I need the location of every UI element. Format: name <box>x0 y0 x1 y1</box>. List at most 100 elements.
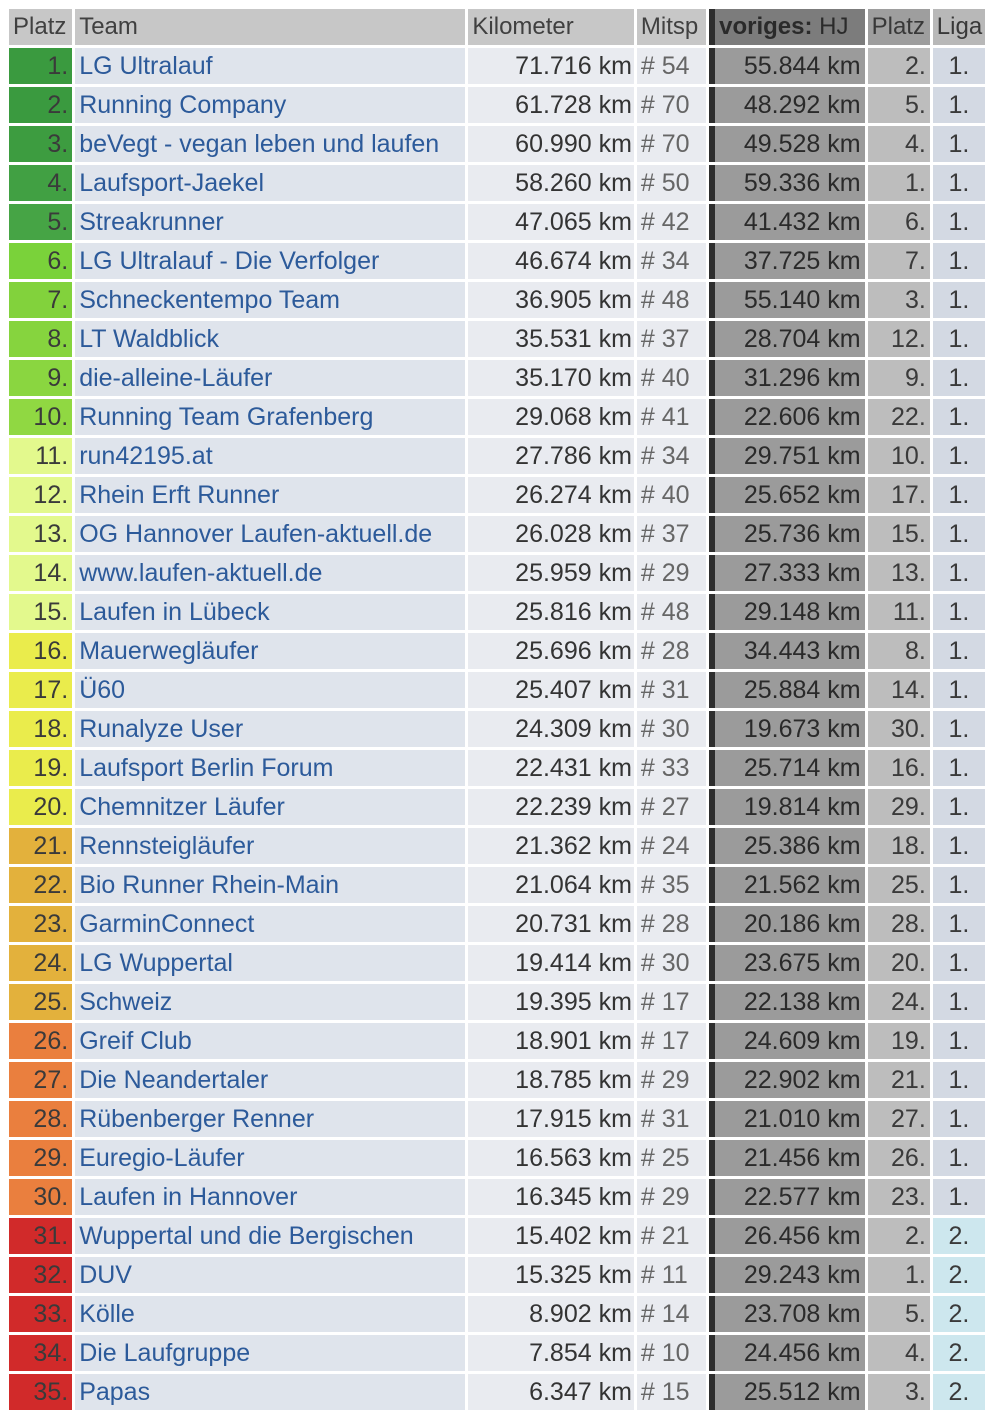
team-link[interactable]: Laufen in Hannover <box>79 1183 298 1211</box>
kilometer-cell: 35.531 km <box>468 321 634 357</box>
mitsp-cell: # 29 <box>636 555 707 591</box>
team-link[interactable]: Laufsport-Jaekel <box>79 169 265 197</box>
prev-platz-cell: 13. <box>867 555 930 591</box>
header-voriges-hj[interactable]: voriges: HJ <box>709 9 865 45</box>
team-cell: Bio Runner Rhein-Main <box>75 867 466 903</box>
team-link[interactable]: Die Laufgruppe <box>79 1339 251 1367</box>
kilometer-cell: 6.347 km <box>468 1374 634 1410</box>
kilometer-cell: 22.239 km <box>468 789 634 825</box>
team-link[interactable]: www.laufen-aktuell.de <box>79 559 323 587</box>
team-link[interactable]: Laufen in Lübeck <box>79 598 270 626</box>
team-link[interactable]: LG Wuppertal <box>79 949 233 977</box>
team-link[interactable]: Schneckentempo Team <box>79 286 340 314</box>
mitsp-cell: # 30 <box>636 711 707 747</box>
prev-platz-cell: 9. <box>867 360 930 396</box>
team-link[interactable]: OG Hannover Laufen-aktuell.de <box>79 520 433 548</box>
prev-platz-cell: 15. <box>867 516 930 552</box>
team-link[interactable]: LG Ultralauf - Die Verfolger <box>79 247 380 275</box>
header-liga[interactable]: Liga <box>932 9 985 45</box>
prev-platz-cell: 2. <box>867 48 930 84</box>
team-link[interactable]: Bio Runner Rhein-Main <box>79 871 340 899</box>
mitsp-cell: # 34 <box>636 243 707 279</box>
team-link[interactable]: Running Team Grafenberg <box>79 403 374 431</box>
table-row: 10. Running Team Grafenberg 29.068 km # 41 2… <box>9 399 985 435</box>
team-link[interactable]: LG Ultralauf <box>79 52 213 80</box>
team-link[interactable]: Schweiz <box>79 988 173 1016</box>
header-mitsp[interactable]: Mitsp <box>636 9 707 45</box>
team-link[interactable]: die-alleine-Läufer <box>79 364 273 392</box>
rank-cell: 12. <box>9 477 73 513</box>
prev-platz-cell: 18. <box>867 828 930 864</box>
rank-cell: 16. <box>9 633 73 669</box>
team-link[interactable]: LT Waldblick <box>79 325 220 353</box>
rank-cell: 4. <box>9 165 73 201</box>
team-link[interactable]: Laufsport Berlin Forum <box>79 754 334 782</box>
prev-platz-cell: 23. <box>867 1179 930 1215</box>
header-team[interactable]: Team <box>75 9 466 45</box>
team-link[interactable]: Wuppertal und die Bergischen <box>79 1222 414 1250</box>
team-cell: Rhein Erft Runner <box>75 477 466 513</box>
team-link[interactable]: run42195.at <box>79 442 213 470</box>
prev-platz-cell: 25. <box>867 867 930 903</box>
liga-cell: 1. <box>932 48 985 84</box>
rank-cell: 3. <box>9 126 73 162</box>
prev-platz-cell: 2. <box>867 1218 930 1254</box>
rank-cell: 17. <box>9 672 73 708</box>
team-link[interactable]: Running Company <box>79 91 287 119</box>
prev-platz-cell: 10. <box>867 438 930 474</box>
team-link[interactable]: Streakrunner <box>79 208 224 236</box>
mitsp-cell: # 48 <box>636 282 707 318</box>
liga-cell: 1. <box>932 87 985 123</box>
liga-cell: 1. <box>932 789 985 825</box>
mitsp-cell: # 70 <box>636 126 707 162</box>
liga-cell: 2. <box>932 1374 985 1410</box>
table-row: 13. OG Hannover Laufen-aktuell.de 26.028 k… <box>9 516 985 552</box>
mitsp-cell: # 37 <box>636 321 707 357</box>
prev-platz-cell: 26. <box>867 1140 930 1176</box>
table-row: 26. Greif Club 18.901 km # 17 24.609 km 19. 1. <box>9 1023 985 1059</box>
team-link[interactable]: GarminConnect <box>79 910 255 938</box>
liga-cell: 1. <box>932 1101 985 1137</box>
team-link[interactable]: Greif Club <box>79 1027 192 1055</box>
table-row: 33. Kölle 8.902 km # 14 23.708 km 5. 2. <box>9 1296 985 1332</box>
team-link[interactable]: Papas <box>79 1378 151 1406</box>
team-cell: Laufen in Hannover <box>75 1179 466 1215</box>
prev-platz-cell: 16. <box>867 750 930 786</box>
prev-km-cell: 21.010 km <box>709 1101 865 1137</box>
team-link[interactable]: Die Neandertaler <box>79 1066 269 1094</box>
prev-platz-cell: 1. <box>867 1257 930 1293</box>
rank-cell: 5. <box>9 204 73 240</box>
mitsp-cell: # 17 <box>636 984 707 1020</box>
team-link[interactable]: DUV <box>79 1261 132 1289</box>
liga-cell: 1. <box>932 321 985 357</box>
mitsp-cell: # 70 <box>636 87 707 123</box>
team-cell: OG Hannover Laufen-aktuell.de <box>75 516 466 552</box>
team-link[interactable]: Chemnitzer Läufer <box>79 793 285 821</box>
team-link[interactable]: Rhein Erft Runner <box>79 481 280 509</box>
table-row: 19. Laufsport Berlin Forum 22.431 km # 33 25… <box>9 750 985 786</box>
rank-cell: 15. <box>9 594 73 630</box>
rank-cell: 35. <box>9 1374 73 1410</box>
header-kilometer[interactable]: Kilometer <box>468 9 634 45</box>
header-platz[interactable]: Platz <box>9 9 73 45</box>
team-cell: Laufen in Lübeck <box>75 594 466 630</box>
prev-km-cell: 48.292 km <box>709 87 865 123</box>
team-link[interactable]: Rübenberger Renner <box>79 1105 315 1133</box>
team-cell: die-alleine-Läufer <box>75 360 466 396</box>
team-cell: Die Neandertaler <box>75 1062 466 1098</box>
team-link[interactable]: beVegt - vegan leben und laufen <box>79 130 440 158</box>
team-link[interactable]: Rennsteigläufer <box>79 832 255 860</box>
prev-platz-cell: 28. <box>867 906 930 942</box>
liga-cell: 2. <box>932 1296 985 1332</box>
team-link[interactable]: Euregio-Läufer <box>79 1144 245 1172</box>
prev-km-cell: 23.675 km <box>709 945 865 981</box>
team-link[interactable]: Kölle <box>79 1300 135 1328</box>
mitsp-cell: # 11 <box>636 1257 707 1293</box>
prev-km-cell: 19.673 km <box>709 711 865 747</box>
table-row: 4. Laufsport-Jaekel 58.260 km # 50 59.336 km… <box>9 165 985 201</box>
header-platz-prev[interactable]: Platz <box>867 9 930 45</box>
team-link[interactable]: Mauerwegläufer <box>79 637 259 665</box>
team-link[interactable]: Ü60 <box>79 676 126 704</box>
team-link[interactable]: Runalyze User <box>79 715 244 743</box>
prev-km-cell: 26.456 km <box>709 1218 865 1254</box>
